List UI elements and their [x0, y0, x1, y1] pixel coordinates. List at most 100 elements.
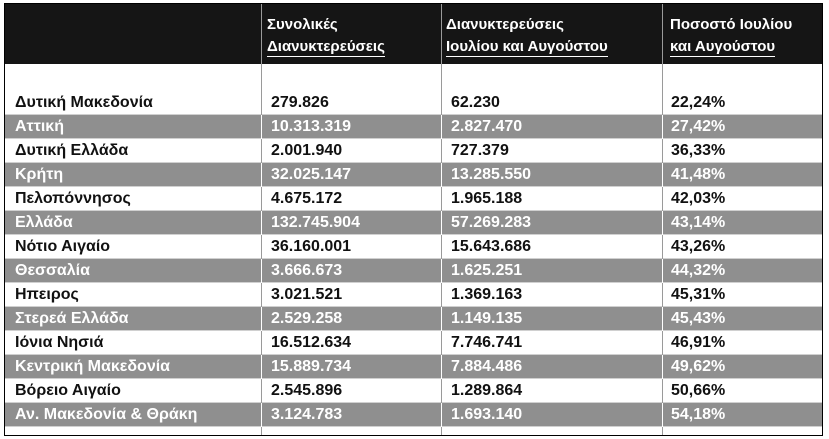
table-header: Συνολικές Διανυκτερεύσεις Διανυκτερεύσει… [5, 4, 822, 64]
region-cell: Δυτική Ελλάδα [15, 142, 129, 159]
cell-divider [441, 139, 442, 163]
region-cell: Πελοπόννησος [15, 190, 131, 207]
cell-divider [662, 403, 663, 427]
cell-divider [441, 379, 442, 403]
percent-cell: 27,42% [671, 118, 726, 135]
cell-divider [441, 211, 442, 235]
cell-divider [261, 307, 262, 331]
cell-divider [662, 283, 663, 307]
total-stays-cell: 279.826 [271, 94, 329, 111]
cell-divider [261, 139, 262, 163]
cell-divider [261, 283, 262, 307]
cell-divider [261, 235, 262, 259]
percent-cell: 43,26% [671, 238, 726, 255]
cell-divider [662, 331, 663, 355]
percent-cell: 42,03% [671, 190, 726, 207]
cell-divider [441, 235, 442, 259]
cell-divider [261, 331, 262, 355]
region-cell: Δυτική Μακεδονία [15, 94, 153, 111]
cell-divider [662, 211, 663, 235]
cell-divider [261, 187, 262, 211]
total-stays-cell: 3.666.673 [271, 262, 343, 279]
table-row: Δυτική Μακεδονία 279.826 62.230 22,24% [5, 91, 822, 115]
header-total-stays: Συνολικές Διανυκτερεύσεις [267, 16, 385, 57]
july-august-stays-cell: 13.285.550 [451, 166, 532, 183]
cell-divider [662, 139, 663, 163]
cell-divider [662, 259, 663, 283]
cell-divider [662, 355, 663, 379]
july-august-stays-cell: 7.884.486 [451, 358, 523, 375]
percent-cell: 22,24% [671, 94, 726, 111]
region-cell: Βόρειο Αιγαίο [15, 382, 121, 399]
cell-divider [662, 379, 663, 403]
total-stays-cell: 2.545.896 [271, 382, 343, 399]
total-stays-cell: 4.675.172 [271, 190, 343, 207]
percent-cell: 45,31% [671, 286, 726, 303]
percent-cell: 36,33% [671, 142, 726, 159]
region-cell: Στερεά Ελλάδα [15, 310, 129, 327]
cell-divider [441, 331, 442, 355]
table-row: Κρήτη 32.025.147 13.285.550 41,48% [5, 163, 822, 187]
table-row: Δυτική Ελλάδα 2.001.940 727.379 36,33% [5, 139, 822, 163]
cell-divider [662, 115, 663, 139]
table-row: Νότιο Αιγαίο 36.160.001 15.643.686 43,26% [5, 235, 822, 259]
percent-cell: 44,32% [671, 262, 726, 279]
total-stays-cell: 15.889.734 [271, 358, 352, 375]
july-august-stays-cell: 62.230 [451, 94, 500, 111]
cell-divider [662, 91, 663, 115]
percent-cell: 45,43% [671, 310, 726, 327]
table-row: Βόρειο Αιγαίο 2.545.896 1.289.864 50,66% [5, 379, 822, 403]
percent-cell: 50,66% [671, 382, 726, 399]
percent-cell: 43,14% [671, 214, 726, 231]
july-august-stays-cell: 1.625.251 [451, 262, 523, 279]
region-cell: Ελλάδα [15, 214, 73, 231]
july-august-stays-cell: 1.693.140 [451, 406, 523, 423]
july-august-stays-cell: 1.289.864 [451, 382, 523, 399]
cell-divider [441, 355, 442, 379]
table-row: Ηπειρος 3.021.521 1.369.163 45,31% [5, 283, 822, 307]
table-row: Κεντρική Μακεδονία 15.889.734 7.884.486 49,… [5, 355, 822, 379]
july-august-stays-cell: 1.149.135 [451, 310, 523, 327]
july-august-stays-cell: 2.827.470 [451, 118, 523, 135]
cell-divider [441, 163, 442, 187]
cell-divider [261, 115, 262, 139]
table-row: Αττική 10.313.319 2.827.470 27,42% [5, 115, 822, 139]
total-stays-cell: 3.124.783 [271, 406, 343, 423]
percent-cell: 49,62% [671, 358, 726, 375]
table-row: Πελοπόννησος 4.675.172 1.965.188 42,03% [5, 187, 822, 211]
table-row: Ελλάδα 132.745.904 57.269.283 43,14% [5, 211, 822, 235]
total-stays-cell: 3.021.521 [271, 286, 343, 303]
cell-divider [441, 307, 442, 331]
july-august-stays-cell: 1.965.188 [451, 190, 523, 207]
region-cell: Ηπειρος [15, 286, 79, 303]
july-august-stays-cell: 57.269.283 [451, 214, 532, 231]
table-row: Ιόνια Νησιά 16.512.634 7.746.741 46,91% [5, 331, 822, 355]
cell-divider [441, 91, 442, 115]
overnight-stays-table: Συνολικές Διανυκτερεύσεις Διανυκτερεύσει… [4, 3, 823, 436]
cell-divider [441, 187, 442, 211]
region-cell: Θεσσαλία [15, 262, 90, 279]
cell-divider [662, 235, 663, 259]
total-stays-cell: 36.160.001 [271, 238, 352, 255]
cell-divider [261, 91, 262, 115]
total-stays-cell: 2.529.258 [271, 310, 343, 327]
total-stays-cell: 132.745.904 [271, 214, 360, 231]
total-stays-cell: 2.001.940 [271, 142, 343, 159]
table-row: Θεσσαλία 3.666.673 1.625.251 44,32% [5, 259, 822, 283]
cell-divider [441, 115, 442, 139]
july-august-stays-cell: 15.643.686 [451, 238, 532, 255]
total-stays-cell: 16.512.634 [271, 334, 352, 351]
region-cell: Ιόνια Νησιά [15, 334, 104, 351]
cell-divider [662, 163, 663, 187]
percent-cell: 54,18% [671, 406, 726, 423]
july-august-stays-cell: 7.746.741 [451, 334, 523, 351]
cell-divider [261, 355, 262, 379]
table-row: Αν. Μακεδονία & Θράκη 3.124.783 1.693.140 5… [5, 403, 822, 427]
total-stays-cell: 10.313.319 [271, 118, 352, 135]
percent-cell: 41,48% [671, 166, 726, 183]
region-cell: Αττική [15, 118, 64, 135]
cell-divider [261, 211, 262, 235]
header-july-august-percent: Ποσοστό Ιουλίου και Αυγούστου [670, 16, 793, 57]
cell-divider [662, 307, 663, 331]
cell-divider [441, 259, 442, 283]
